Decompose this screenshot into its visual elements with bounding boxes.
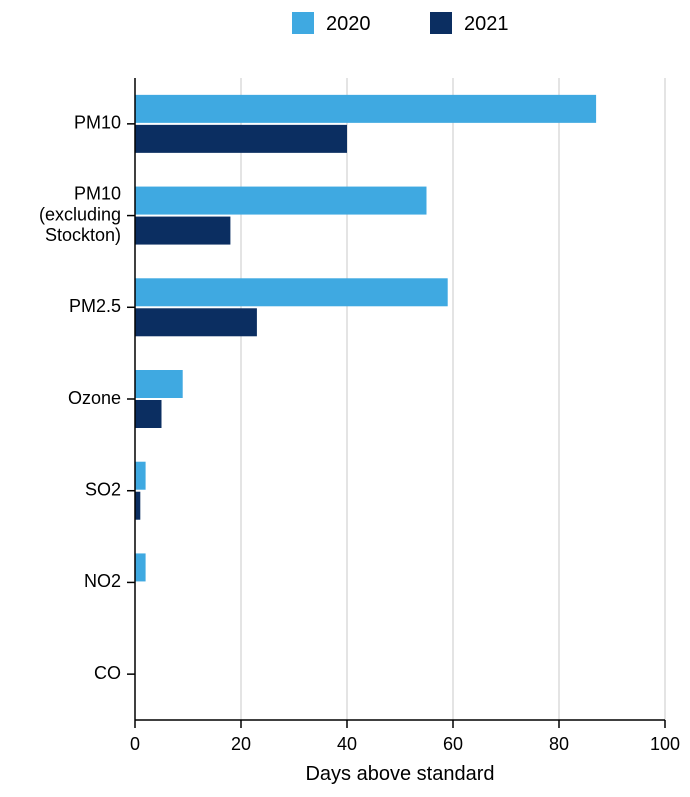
bar <box>135 95 596 123</box>
legend-label: 2020 <box>326 13 371 35</box>
bar <box>135 187 427 215</box>
bar <box>135 400 162 428</box>
y-category-label: PM10 <box>74 184 121 204</box>
y-category-label: Ozone <box>68 388 121 408</box>
legend-label: 2021 <box>464 13 509 35</box>
y-category-label: (excluding <box>39 204 121 224</box>
y-category-label: PM2.5 <box>69 296 121 316</box>
air-quality-days-chart: 020406080100Days above standardPM10PM10(… <box>0 0 690 797</box>
x-tick-label: 20 <box>231 734 251 754</box>
x-tick-label: 80 <box>549 734 569 754</box>
x-tick-label: 40 <box>337 734 357 754</box>
bar <box>135 553 146 581</box>
bar <box>135 278 448 306</box>
bar <box>135 308 257 336</box>
chart-svg: 020406080100Days above standardPM10PM10(… <box>0 0 690 797</box>
bar <box>135 125 347 153</box>
y-category-label: CO <box>94 663 121 683</box>
y-category-label: NO2 <box>84 571 121 591</box>
x-tick-label: 0 <box>130 734 140 754</box>
legend-swatch <box>292 12 314 34</box>
legend-swatch <box>430 12 452 34</box>
bar <box>135 492 140 520</box>
x-tick-label: 100 <box>650 734 680 754</box>
y-category-label: SO2 <box>85 479 121 499</box>
y-category-label: Stockton) <box>45 225 121 245</box>
x-axis-label: Days above standard <box>305 763 494 785</box>
bar <box>135 370 183 398</box>
y-category-label: PM10 <box>74 113 121 133</box>
bar <box>135 462 146 490</box>
x-tick-label: 60 <box>443 734 463 754</box>
bar <box>135 217 230 245</box>
